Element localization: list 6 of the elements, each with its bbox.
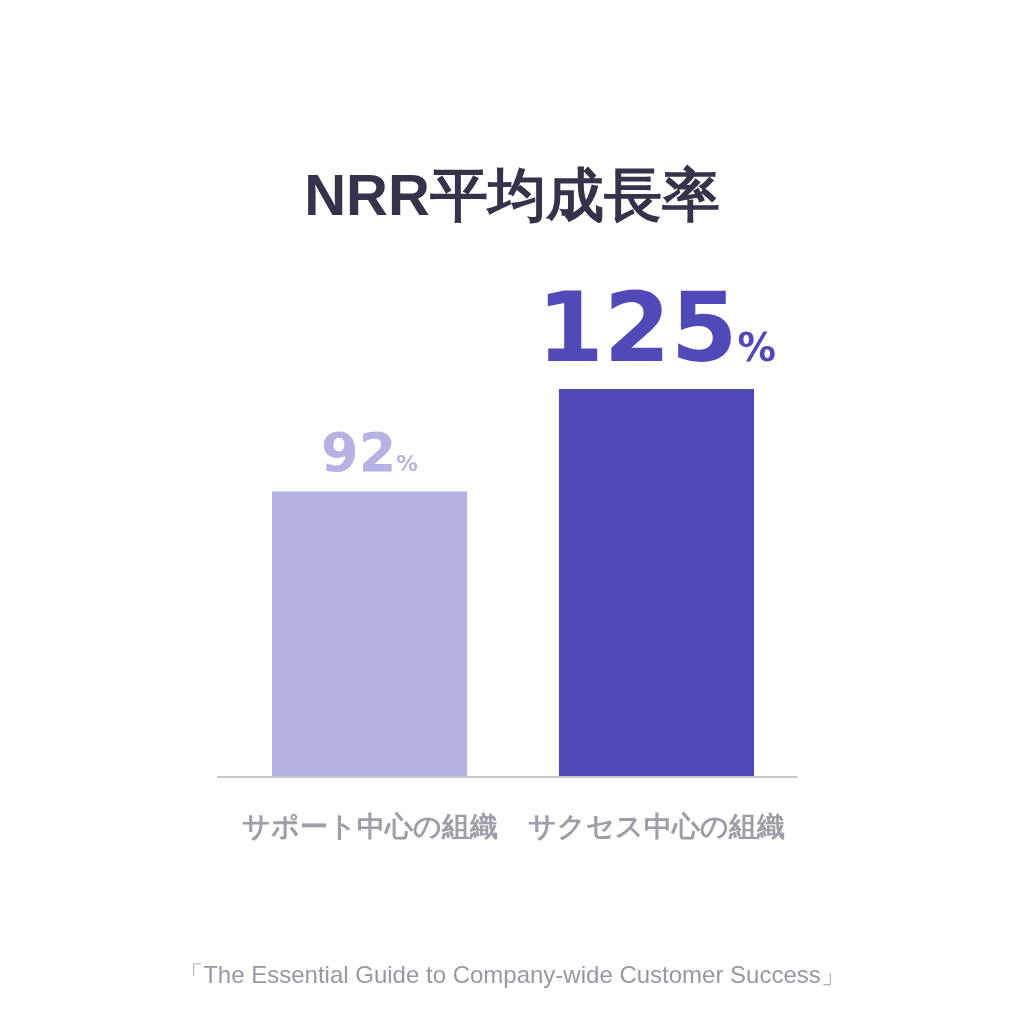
data-label: 125% [537, 272, 776, 384]
data-label: 92% [321, 421, 418, 485]
chart-title: NRR平均成長率 [304, 162, 720, 227]
x-tick-label: サポート中心の組織 [241, 811, 498, 842]
text: 「The Essential Guide to Company-wide Customer Success」 [179, 961, 845, 988]
x-tick-label: サクセス中心の組織 [527, 811, 785, 842]
